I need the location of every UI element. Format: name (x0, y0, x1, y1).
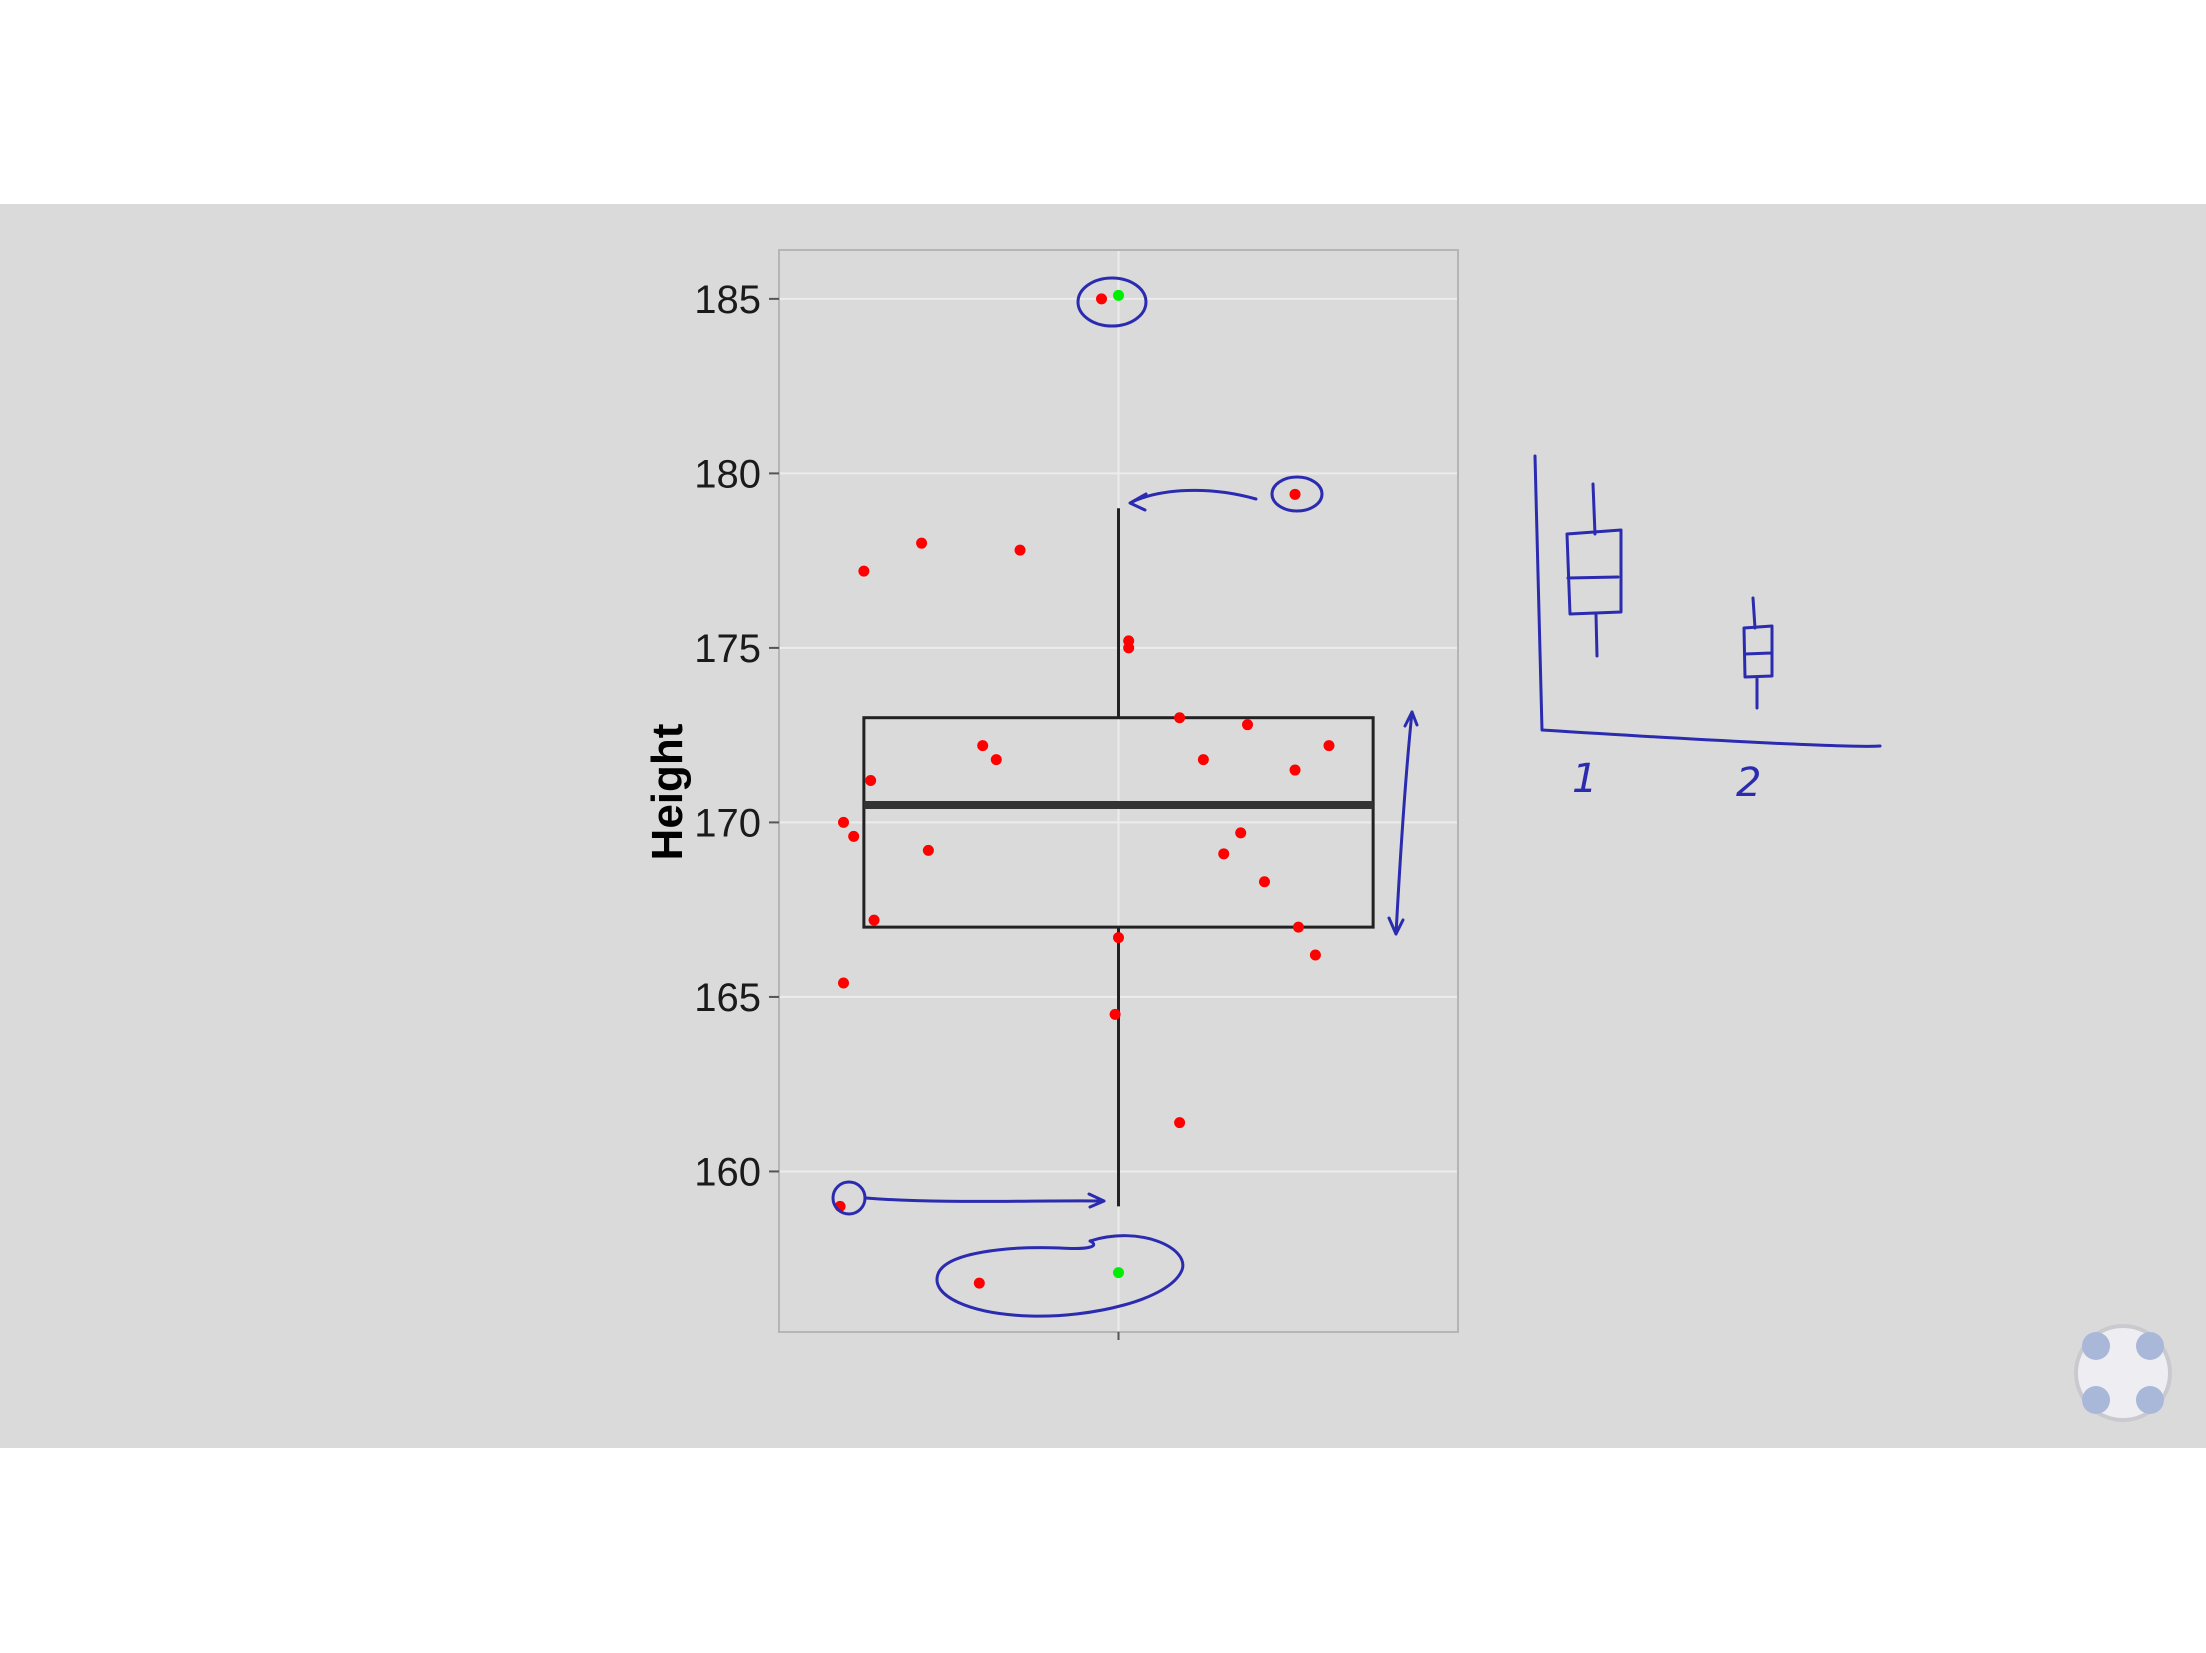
data-point (848, 830, 860, 842)
data-point (977, 740, 989, 752)
arrow-to-whisker-top (1128, 488, 1258, 512)
data-point (1258, 876, 1270, 888)
fullscreen-icon[interactable] (2074, 1324, 2172, 1422)
data-point (858, 565, 870, 577)
sketch-box-1 (1565, 482, 1623, 658)
data-point (838, 977, 850, 989)
arrow-to-whisker-bottom (864, 1192, 1106, 1209)
corner-dot (2136, 1386, 2164, 1414)
data-point (868, 914, 880, 926)
data-point (922, 844, 934, 856)
sketch-box-2 (1742, 596, 1774, 710)
y-tick-label: 175 (694, 627, 761, 671)
corner-dot (2082, 1386, 2110, 1414)
y-axis-title: Height (643, 723, 692, 860)
data-point (990, 754, 1002, 766)
y-tick-label: 160 (694, 1150, 761, 1194)
data-point (1197, 754, 1209, 766)
data-point (916, 537, 928, 549)
data-point (1174, 1117, 1186, 1129)
circle-bottom-points (935, 1234, 1185, 1318)
highlighted-point (1113, 289, 1124, 301)
data-point (1309, 949, 1321, 961)
sketch-axes (1533, 454, 1882, 748)
y-tick-label: 165 (694, 976, 761, 1020)
y-axis-ticks: 160 165 170 175 180 185 (694, 278, 1120, 1340)
data-point (865, 775, 877, 787)
sketch-label-1: 1 (1572, 756, 1597, 802)
data-point (1242, 719, 1254, 731)
data-point (1174, 712, 1186, 724)
data-point (1109, 1008, 1121, 1020)
hand-annotations: 1 2 (831, 276, 1882, 1318)
circle-high-point (1270, 475, 1324, 513)
data-point (1123, 642, 1135, 654)
sketch-label-2: 2 (1736, 760, 1761, 806)
y-tick-label: 170 (694, 801, 761, 845)
arrow-box-height (1387, 710, 1419, 936)
plot-background-band (0, 204, 2206, 1448)
circle-low-point (831, 1180, 867, 1216)
data-point (1014, 544, 1026, 556)
data-point (838, 816, 850, 828)
data-point (1292, 921, 1304, 933)
box-and-whisker (862, 508, 1375, 1207)
data-point (1096, 293, 1108, 305)
y-tick-label: 180 (694, 452, 761, 496)
corner-dot (2082, 1332, 2110, 1360)
data-points (834, 289, 1335, 1289)
data-point (973, 1277, 985, 1289)
data-point (1289, 764, 1301, 776)
data-point (1323, 740, 1335, 752)
data-point (1218, 848, 1230, 860)
data-point (1289, 488, 1301, 500)
data-point (1113, 932, 1124, 944)
y-tick-label: 185 (694, 278, 761, 322)
corner-dot (2136, 1332, 2164, 1360)
iqr-box (862, 716, 1375, 929)
circle-top-outlier (1076, 276, 1148, 328)
data-point (1235, 827, 1247, 839)
highlighted-point (1113, 1267, 1124, 1279)
